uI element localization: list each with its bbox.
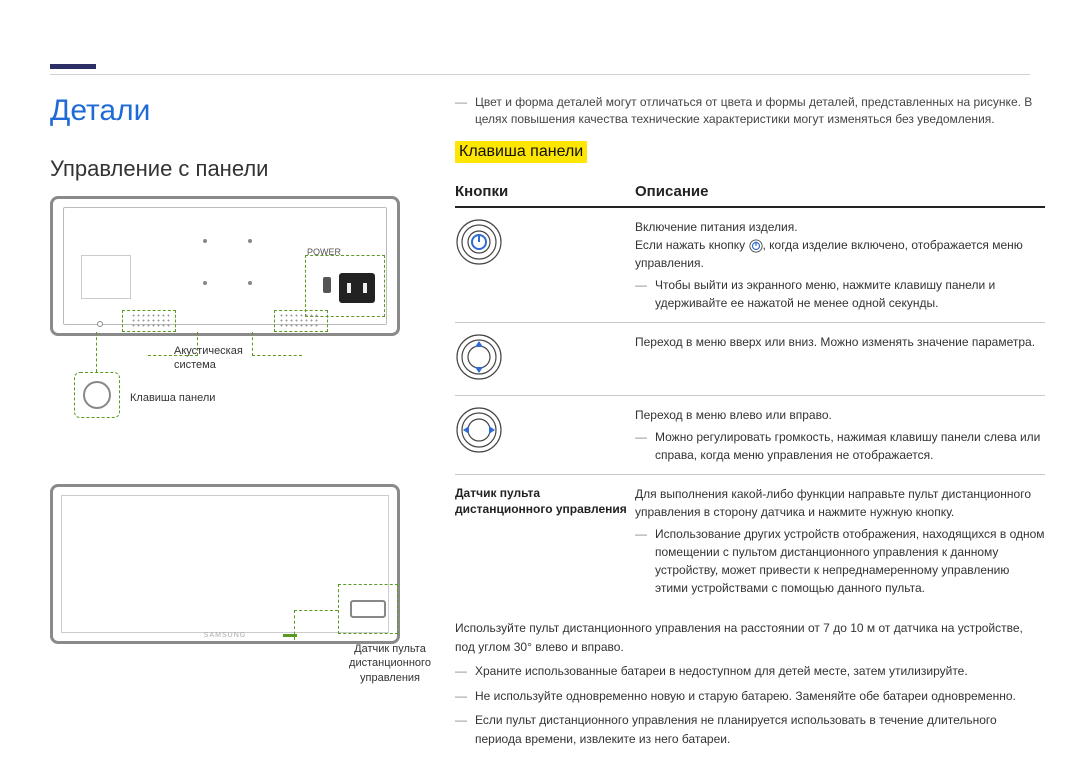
page-title: Детали (50, 94, 420, 128)
power-plug-icon (339, 273, 375, 303)
table-row: Датчик пульта дистанционного управления … (455, 475, 1045, 607)
desc-note: ― Использование других устройств отображ… (635, 525, 1045, 597)
top-rule (50, 56, 1030, 75)
desc-line: Для выполнения какой-либо функции направ… (635, 485, 1045, 521)
table-header: Кнопки Описание (455, 183, 1045, 208)
diagram-monitor-back: POWER Акустическая система Клавиша панел… (50, 196, 400, 426)
brand-label: SAMSUNG (204, 632, 246, 639)
speaker-right-box (274, 310, 328, 332)
desc-note: ― Можно регулировать громкость, нажимая … (635, 428, 1045, 464)
left-column: Детали Управление с панели POWER Акустич… (50, 94, 420, 684)
power-inline-icon (749, 239, 763, 253)
diagram-monitor-front: SAMSUNG Датчик пульта дистанционного упр… (50, 484, 400, 684)
panel-key-label: Клавиша панели (130, 392, 215, 404)
intro-note: ― Цвет и форма деталей могут отличаться … (455, 94, 1045, 129)
col-header-buttons: Кнопки (455, 183, 635, 200)
footer-bullet: ―Храните использованные батареи в недост… (455, 662, 1045, 681)
footer-notes: Используйте пульт дистанционного управле… (455, 619, 1045, 749)
footer-bullet: ―Если пульт дистанционного управления не… (455, 711, 1045, 748)
table-row: Переход в меню вверх или вниз. Можно изм… (455, 323, 1045, 396)
speaker-left-box (122, 310, 176, 332)
power-icon (455, 255, 503, 269)
ir-sensor-box (338, 584, 398, 634)
panel-key-heading: Клавиша панели (455, 141, 587, 163)
table-row: Включение питания изделия. Если нажать к… (455, 208, 1045, 323)
right-column: ― Цвет и форма деталей могут отличаться … (455, 94, 1045, 749)
footer-lead: Используйте пульт дистанционного управле… (455, 619, 1045, 656)
desc-line: Переход в меню влево или вправо. (635, 406, 1045, 424)
leftright-icon (455, 443, 503, 457)
updown-icon (455, 370, 503, 384)
speaker-label: Акустическая система (174, 344, 243, 373)
desc-note: ― Чтобы выйти из экранного меню, нажмите… (635, 276, 1045, 312)
ir-sensor-rowlabel: Датчик пульта дистанционного управления (455, 485, 635, 597)
footer-bullet: ―Не используйте одновременно новую и ста… (455, 687, 1045, 706)
section-subtitle: Управление с панели (50, 156, 420, 182)
table-row: Переход в меню влево или вправо. ― Можно… (455, 396, 1045, 475)
desc-line: Если нажать кнопку , когда изделие включ… (635, 236, 1045, 272)
ir-sensor-label: Датчик пульта дистанционного управления (330, 642, 450, 685)
desc-line: Переход в меню вверх или вниз. Можно изм… (635, 333, 1045, 351)
desc-line: Включение питания изделия. (635, 218, 1045, 236)
col-header-desc: Описание (635, 183, 1045, 200)
panel-key-icon (74, 372, 120, 418)
